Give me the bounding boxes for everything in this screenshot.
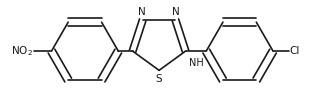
Text: N: N (138, 7, 146, 17)
Text: NH: NH (188, 58, 203, 68)
Text: Cl: Cl (290, 46, 300, 56)
Text: N: N (172, 7, 180, 17)
Text: NO$_2$: NO$_2$ (11, 44, 33, 58)
Text: S: S (156, 74, 162, 84)
